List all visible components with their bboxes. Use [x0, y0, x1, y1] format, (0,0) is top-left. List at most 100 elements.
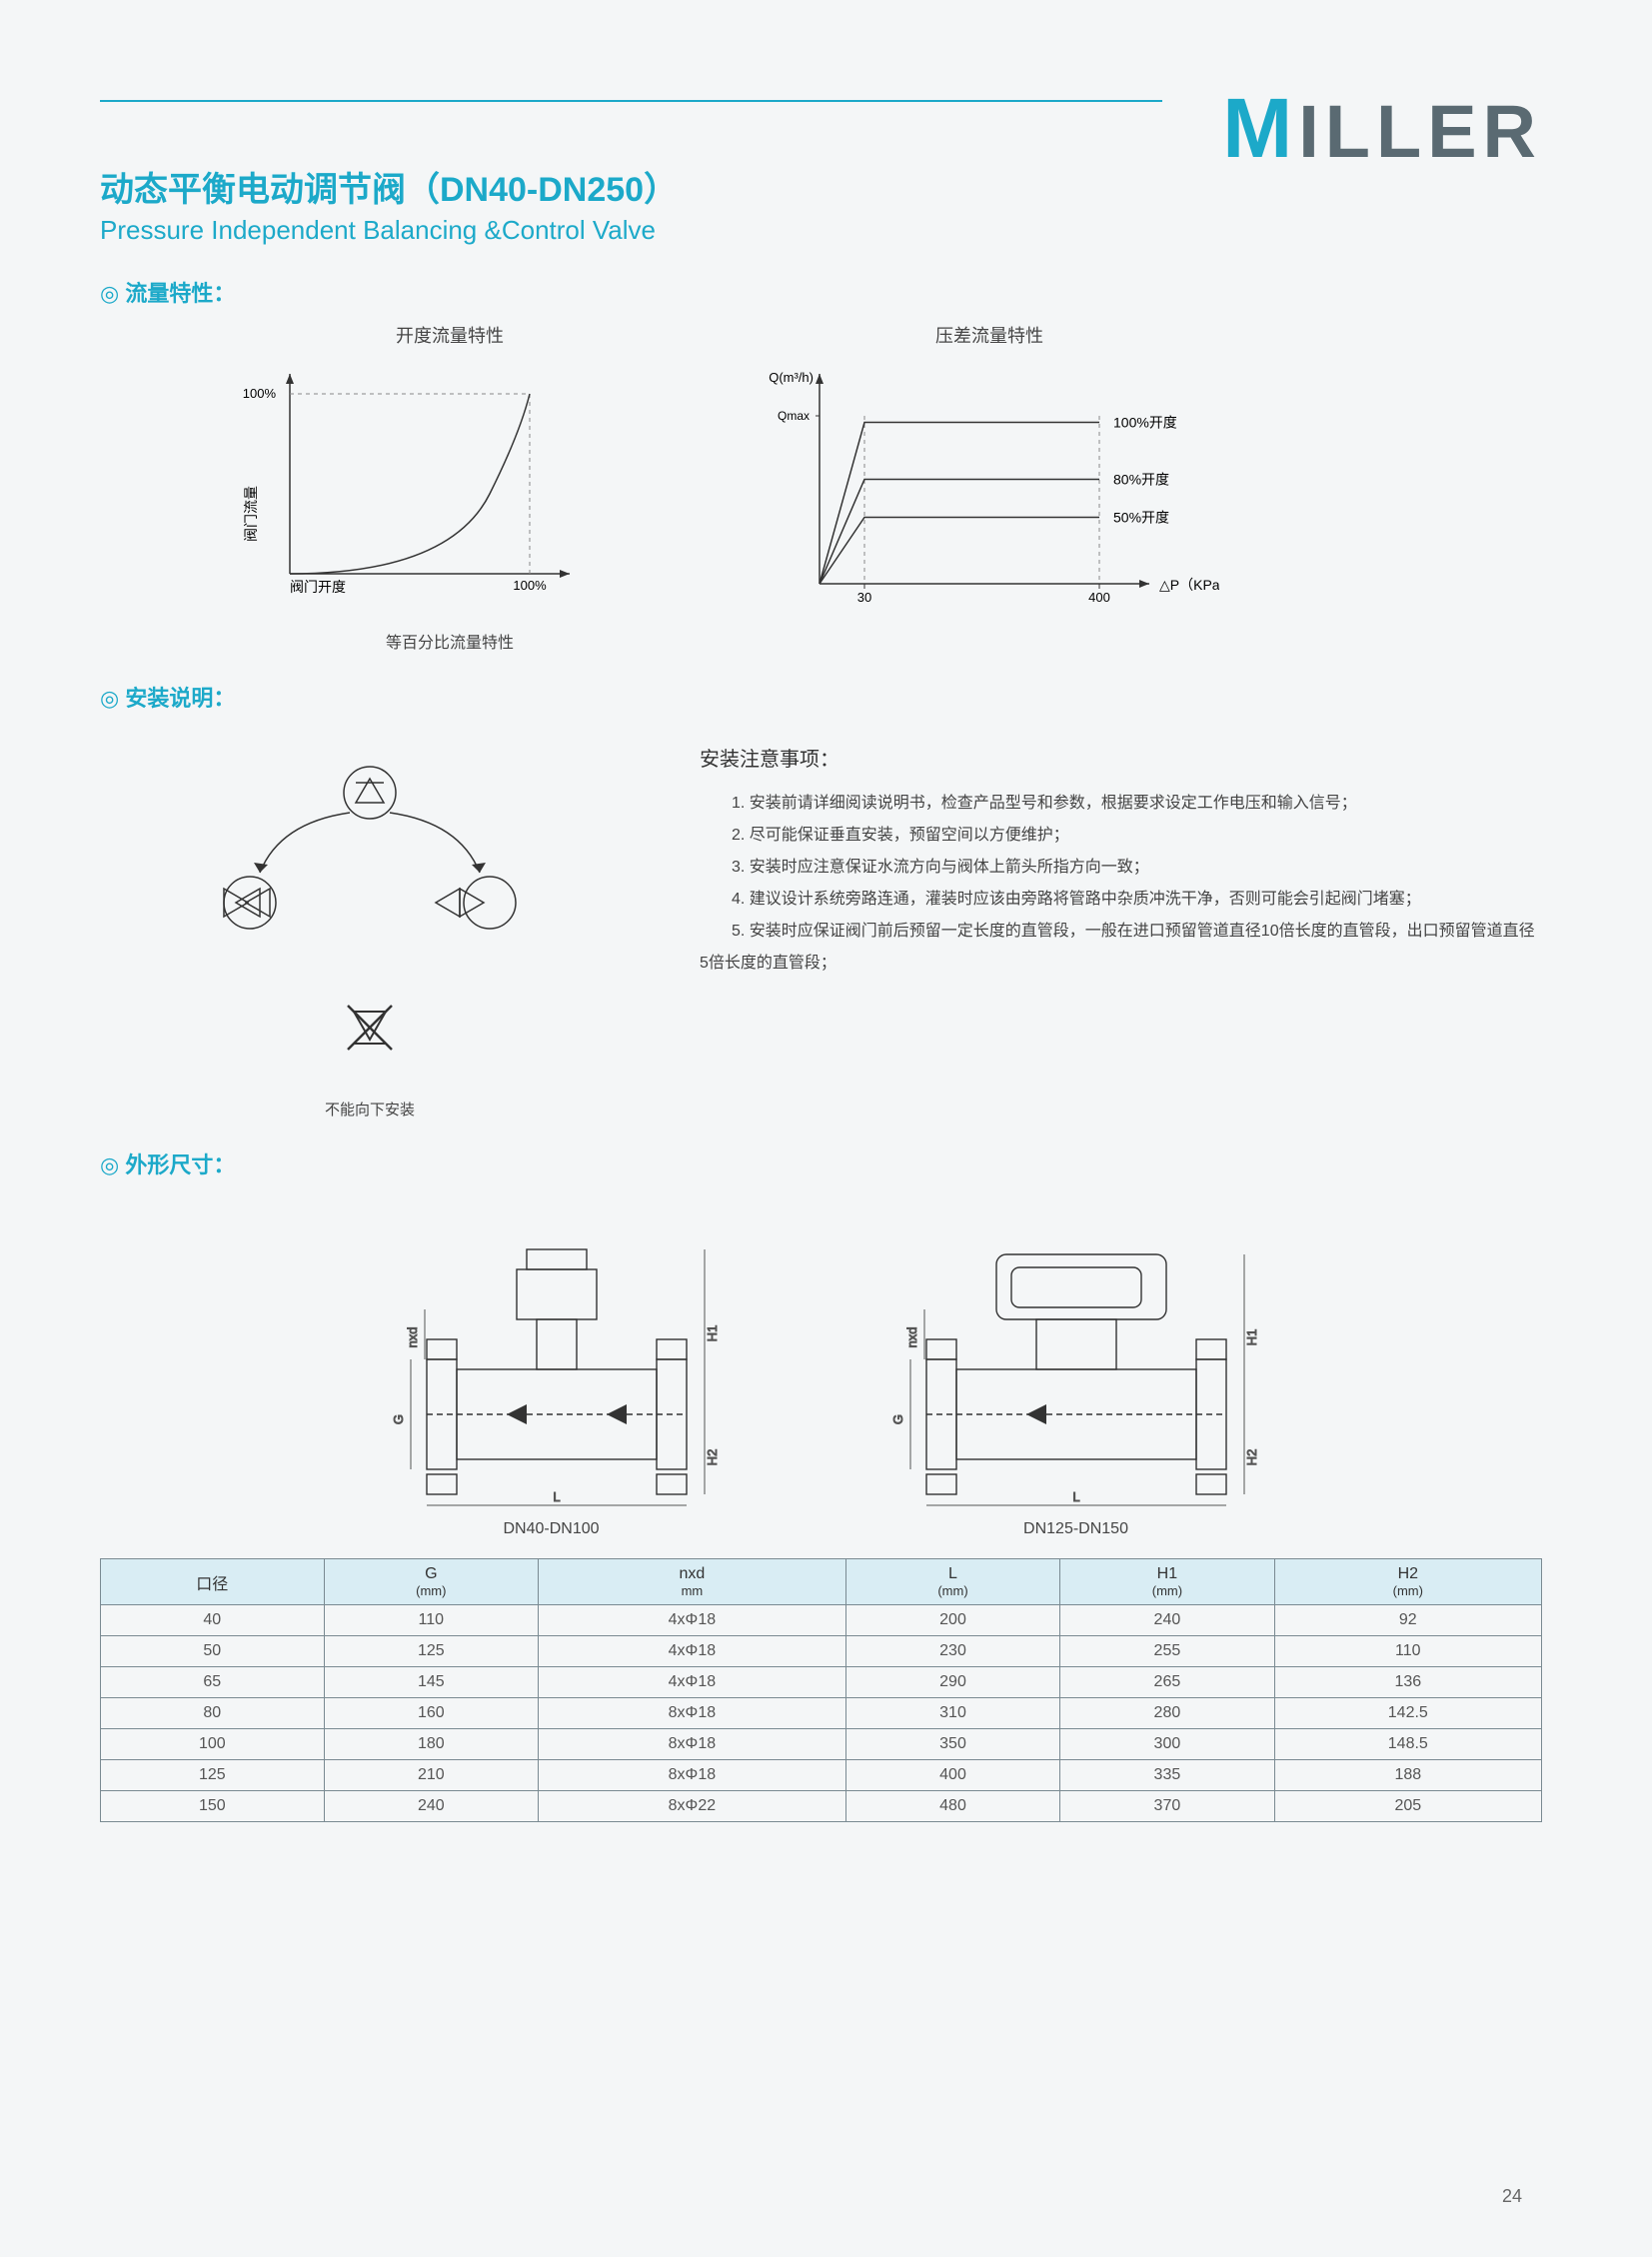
dimensions-table: 口径G(mm)nxdmmL(mm)H1(mm)H2(mm) 401104xΦ18…	[100, 1558, 1542, 1822]
dim-left-label: DN40-DN100	[367, 1520, 737, 1538]
table-cell: 100	[101, 1729, 325, 1760]
svg-text:阀门流量: 阀门流量	[243, 486, 259, 542]
dimension-drawings: L G nxd H1 H2 DN40-DN100	[100, 1209, 1542, 1538]
table-cell: 80	[101, 1698, 325, 1729]
table-cell: 4xΦ18	[538, 1636, 845, 1667]
dim-svg-right: L G nxd H1 H2	[876, 1209, 1276, 1509]
table-cell: 210	[324, 1760, 538, 1791]
brand-logo: MILLER	[1222, 80, 1542, 177]
svg-text:H1: H1	[705, 1325, 720, 1342]
table-header: nxdmm	[538, 1559, 845, 1605]
table-row: 401104xΦ1820024092	[101, 1605, 1542, 1636]
install-note-item: 2. 尽可能保证垂直安装，预留空间以方便维护；	[700, 820, 1542, 852]
table-cell: 240	[1060, 1605, 1274, 1636]
svg-text:△P（KPa）: △P（KPa）	[1159, 577, 1219, 593]
install-note-item: 4. 建议设计系统旁路连通，灌装时应该由旁路将管路中杂质冲洗干净，否则可能会引起…	[700, 884, 1542, 916]
dim-right-label: DN125-DN150	[876, 1520, 1276, 1538]
table-cell: 110	[1274, 1636, 1541, 1667]
page-number: 24	[1502, 2186, 1522, 2207]
table-cell: 200	[845, 1605, 1059, 1636]
chart1-title: 开度流量特性	[220, 322, 680, 348]
chart-opening-flow: 开度流量特性 100% 100% 阀门开度 阀门流量 等百分比流量特性	[220, 322, 680, 653]
install-note-item: 1. 安装前请详细阅读说明书，检查产品型号和参数，根据要求设定工作电压和输入信号…	[700, 788, 1542, 820]
svg-text:nxd: nxd	[405, 1327, 420, 1348]
install-note-item: 5. 安装时应保证阀门前后预留一定长度的直管段，一般在进口预留管道直径10倍长度…	[700, 916, 1542, 980]
no-down-label: 不能向下安装	[100, 1099, 640, 1120]
table-cell: 350	[845, 1729, 1059, 1760]
section-install: 安装说明：	[100, 681, 1542, 713]
table-row: 501254xΦ18230255110	[101, 1636, 1542, 1667]
table-row: 1252108xΦ18400335188	[101, 1760, 1542, 1791]
install-container: 不能向下安装 安装注意事项： 1. 安装前请详细阅读说明书，检查产品型号和参数，…	[100, 743, 1542, 1120]
section-flow-characteristics: 流量特性：	[100, 276, 1542, 308]
dim-drawing-left: L G nxd H1 H2 DN40-DN100	[367, 1209, 737, 1538]
svg-text:nxd: nxd	[904, 1327, 919, 1348]
svg-text:L: L	[1072, 1489, 1079, 1504]
chart2-line-label: 50%开度	[1113, 510, 1169, 526]
svg-text:100%: 100%	[243, 386, 277, 401]
table-cell: 145	[324, 1667, 538, 1698]
table-cell: 280	[1060, 1698, 1274, 1729]
svg-text:30: 30	[857, 590, 871, 605]
table-cell: 148.5	[1274, 1729, 1541, 1760]
table-cell: 300	[1060, 1729, 1274, 1760]
table-cell: 150	[101, 1791, 325, 1822]
table-cell: 255	[1060, 1636, 1274, 1667]
table-cell: 180	[324, 1729, 538, 1760]
title-english: Pressure Independent Balancing &Control …	[100, 215, 1542, 246]
table-header: G(mm)	[324, 1559, 538, 1605]
table-cell: 188	[1274, 1760, 1541, 1791]
svg-text:Q(m³/h): Q(m³/h)	[769, 370, 814, 385]
table-header: H1(mm)	[1060, 1559, 1274, 1605]
table-row: 1502408xΦ22480370205	[101, 1791, 1542, 1822]
brand-rest: ILLER	[1298, 90, 1542, 173]
table-cell: 265	[1060, 1667, 1274, 1698]
svg-text:H1: H1	[1244, 1329, 1259, 1346]
table-cell: 142.5	[1274, 1698, 1541, 1729]
svg-text:100%: 100%	[513, 578, 547, 593]
table-cell: 50	[101, 1636, 325, 1667]
svg-text:400: 400	[1088, 590, 1110, 605]
install-notes-title: 安装注意事项：	[700, 743, 1542, 772]
table-header: H2(mm)	[1274, 1559, 1541, 1605]
svg-text:L: L	[553, 1489, 560, 1504]
section-dimensions: 外形尺寸：	[100, 1147, 1542, 1179]
table-cell: 370	[1060, 1791, 1274, 1822]
svg-text:G: G	[890, 1414, 905, 1424]
table-cell: 8xΦ18	[538, 1760, 845, 1791]
install-no-down-svg	[310, 988, 430, 1088]
table-cell: 92	[1274, 1605, 1541, 1636]
svg-text:G: G	[391, 1414, 406, 1424]
svg-text:H2: H2	[1244, 1449, 1259, 1466]
table-cell: 205	[1274, 1791, 1541, 1822]
table-cell: 125	[101, 1760, 325, 1791]
dim-svg-left: L G nxd H1 H2	[367, 1209, 737, 1509]
chart1-subtitle: 等百分比流量特性	[220, 629, 680, 653]
brand-first-letter: M	[1222, 81, 1298, 175]
svg-text:阀门开度: 阀门开度	[290, 579, 346, 595]
table-row: 1001808xΦ18350300148.5	[101, 1729, 1542, 1760]
table-cell: 290	[845, 1667, 1059, 1698]
chart-pressure-flow: 压差流量特性 Q(m³/h) Qmax 30 400 △P（KPa）	[760, 322, 1219, 653]
dim-drawing-right: L G nxd H1 H2 DN125-DN150	[876, 1209, 1276, 1538]
table-cell: 480	[845, 1791, 1059, 1822]
svg-text:H2: H2	[705, 1449, 720, 1466]
table-header: L(mm)	[845, 1559, 1059, 1605]
table-header: 口径	[101, 1559, 325, 1605]
table-cell: 335	[1060, 1760, 1274, 1791]
svg-text:Qmax: Qmax	[778, 409, 810, 423]
install-orientations-svg	[160, 743, 580, 983]
install-notes: 安装注意事项： 1. 安装前请详细阅读说明书，检查产品型号和参数，根据要求设定工…	[700, 743, 1542, 1120]
chart2-line-label: 100%开度	[1113, 415, 1177, 431]
chart2-svg: Q(m³/h) Qmax 30 400 △P（KPa） 100%开度 80%开度 5…	[760, 354, 1219, 634]
table-cell: 8xΦ22	[538, 1791, 845, 1822]
table-cell: 230	[845, 1636, 1059, 1667]
chart2-line-label: 80%开度	[1113, 472, 1169, 488]
table-row: 801608xΦ18310280142.5	[101, 1698, 1542, 1729]
charts-container: 开度流量特性 100% 100% 阀门开度 阀门流量 等百分比流量特性	[100, 322, 1542, 653]
table-cell: 310	[845, 1698, 1059, 1729]
table-cell: 4xΦ18	[538, 1605, 845, 1636]
table-cell: 8xΦ18	[538, 1729, 845, 1760]
chart2-title: 压差流量特性	[760, 322, 1219, 348]
table-cell: 125	[324, 1636, 538, 1667]
